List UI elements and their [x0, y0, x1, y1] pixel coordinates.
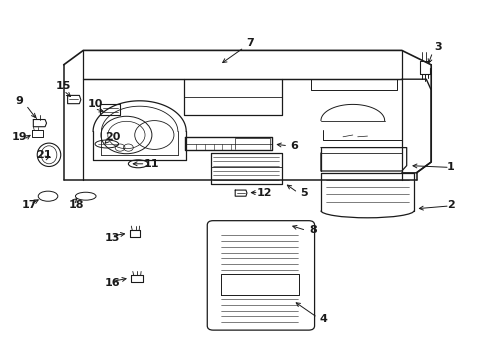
Text: 7: 7	[246, 38, 254, 48]
Text: 4: 4	[319, 314, 327, 324]
Text: 3: 3	[435, 42, 442, 52]
Text: 6: 6	[290, 141, 298, 151]
Text: 16: 16	[105, 278, 121, 288]
Text: 19: 19	[12, 132, 27, 142]
Text: 18: 18	[68, 200, 84, 210]
Text: 12: 12	[257, 188, 272, 198]
Text: 11: 11	[144, 159, 160, 169]
Text: 10: 10	[88, 99, 103, 109]
Text: 2: 2	[447, 200, 455, 210]
Text: 5: 5	[300, 188, 308, 198]
Text: 1: 1	[447, 162, 455, 172]
Text: 20: 20	[105, 132, 121, 142]
Text: 15: 15	[56, 81, 72, 91]
Text: 17: 17	[22, 200, 37, 210]
Text: 13: 13	[105, 233, 121, 243]
Text: 8: 8	[310, 225, 318, 235]
Text: 9: 9	[16, 96, 24, 106]
Text: 21: 21	[36, 150, 52, 160]
